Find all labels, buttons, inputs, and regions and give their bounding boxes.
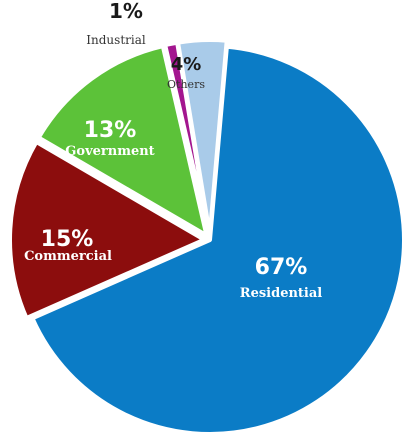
pie-slice-residential: [30, 44, 406, 436]
industrial-category-label: Industrial: [86, 33, 146, 47]
pie-slice-others: [176, 38, 229, 237]
residential-category-label: Residential: [240, 286, 323, 301]
commercial-percent-label: 15%: [41, 227, 94, 252]
industrial-percent-label: 1%: [109, 0, 143, 23]
slice-label-industrial: 1% Industrial: [86, 0, 146, 47]
others-percent-label: 4%: [171, 54, 202, 75]
residential-percent-label: 67%: [255, 255, 308, 280]
others-category-label: Others: [167, 78, 205, 91]
government-percent-label: 13%: [84, 118, 137, 143]
pie-slice-commercial: [8, 140, 207, 320]
slice-label-commercial: 15% Commercial: [24, 227, 112, 264]
government-category-label: Government: [65, 144, 154, 159]
pie-slices: [8, 38, 406, 436]
slice-label-residential: 67% Residential: [240, 255, 323, 301]
slice-label-government: 13% Government: [65, 118, 154, 159]
slice-label-others: 4% Others: [167, 54, 205, 91]
commercial-category-label: Commercial: [24, 249, 112, 264]
pie-slice-government: [36, 44, 209, 238]
